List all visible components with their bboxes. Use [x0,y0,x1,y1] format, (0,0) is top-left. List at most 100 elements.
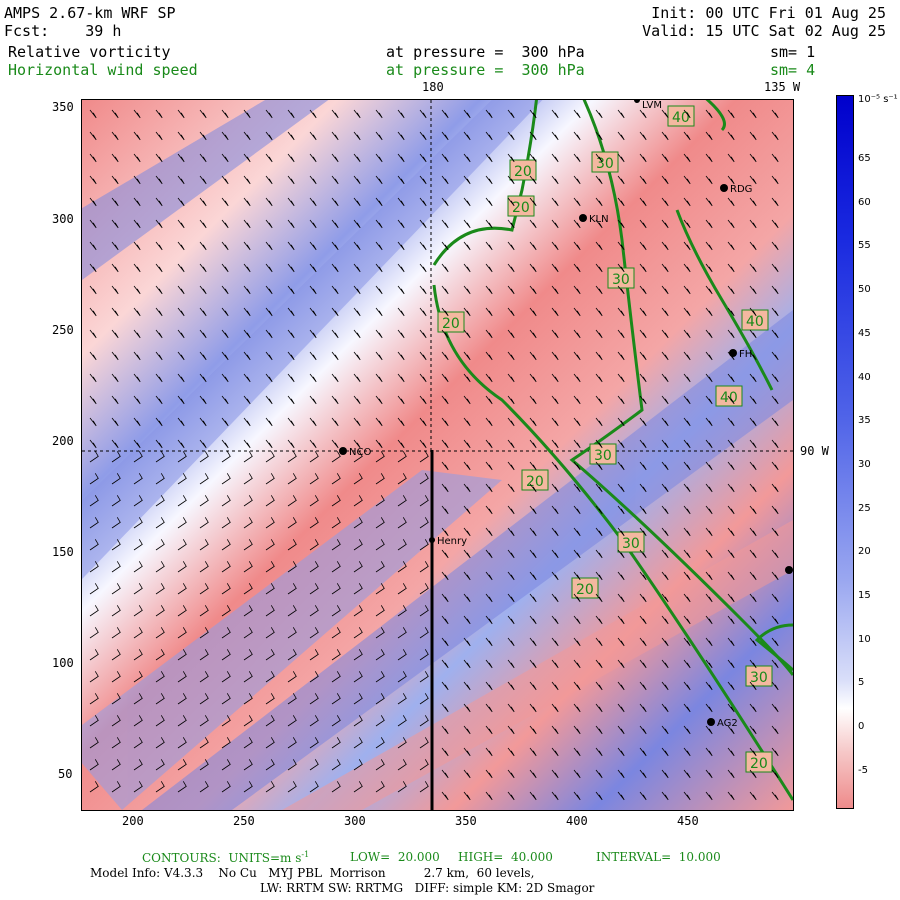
wind-barb [419,241,427,251]
wind-barb [441,725,449,735]
wind-barb [89,263,97,273]
wind-barb [309,197,317,207]
wind-barb [221,329,229,339]
wind-barb [639,109,647,119]
wind-barb [397,737,407,749]
wind-barb [221,649,231,661]
wind-barb [463,109,471,119]
wind-barb [375,649,385,661]
wind-barb [661,615,669,625]
wind-barb [551,659,559,669]
wind-barb [683,483,691,493]
wind-barb [661,351,669,361]
wind-barb [551,615,559,625]
wind-barb [529,241,537,251]
wind-barb [639,681,647,691]
footer-physics: LW: RRTM SW: RRTMG DIFF: simple KM: 2D S… [260,881,595,895]
wind-barb [771,329,779,339]
wind-barb [485,681,493,691]
wind-barb [595,263,603,273]
wind-barb [243,131,251,141]
wind-barb [705,461,713,471]
wind-barb [111,649,121,661]
wind-barb [111,451,121,463]
wind-barb [221,473,231,485]
wind-barb [463,505,471,515]
wind-barb [639,593,647,603]
station-label-fh: FH [739,349,752,360]
wind-barb [573,395,581,405]
wind-barb [353,451,363,463]
y-tick-label: 50 [58,767,73,781]
wind-barb [573,109,581,119]
wind-barb [441,307,449,317]
wind-barb [441,593,449,603]
wind-barb [749,329,757,339]
wind-barb [397,175,405,185]
wind-barb [419,417,427,427]
wind-barb [221,219,229,229]
wind-barb [375,495,385,507]
wind-barb [727,703,735,713]
wind-barb [595,109,603,119]
wind-barb [485,505,493,515]
station-label-kln: KLN [589,214,609,225]
svg-text:20: 20 [750,756,768,772]
wind-barb [727,175,735,185]
wind-barb [551,439,559,449]
wind-barb [243,263,251,273]
wind-barb [265,583,275,595]
wind-barb [199,329,207,339]
wind-barb [397,539,407,551]
wind-barb [551,131,559,141]
wind-barb [617,549,625,559]
wind-barb [331,131,339,141]
wind-barb [397,583,407,595]
wind-barb [683,681,691,691]
wind-barb [111,175,119,185]
wind-barb [243,737,253,749]
wind-barb [309,539,319,551]
wind-barb [485,241,493,251]
wind-barb [419,649,429,661]
wind-barb [463,219,471,229]
wind-barb [683,131,691,141]
wind-barb [111,495,121,507]
vorticity-map: 40 30 20 20 30 20 40 40 30 20 30 20 30 2… [81,99,794,811]
wind-barb [727,725,735,735]
wind-barb [331,351,339,361]
footer-model-info: Model Info: V4.3.3 No Cu MYJ PBL Morriso… [90,866,535,880]
wind-barb [287,561,297,573]
wind-barb [771,791,779,801]
wind-barb [507,593,515,603]
wind-barb [199,737,209,749]
wind-barb [529,263,537,273]
wind-barb [551,373,559,383]
wind-barb [749,439,757,449]
wind-barb [111,517,121,529]
wind-barb [89,473,99,485]
wind-barb [133,351,141,361]
wind-barb [155,439,163,449]
wind-barb [331,241,339,251]
wind-barb [485,769,493,779]
wind-barb [749,681,757,691]
wind-barb [111,263,119,273]
wind-barb [463,593,471,603]
y-tick-label: 300 [52,212,74,226]
wind-barb [749,461,757,471]
wind-barb [419,495,429,507]
wind-barb [309,175,317,185]
wind-barb [573,131,581,141]
wind-barb [177,715,187,727]
station-ag2-marker [707,718,715,726]
wind-barb [375,307,383,317]
wind-barb [111,473,121,485]
wind-barb [529,593,537,603]
wind-barb [353,329,361,339]
colorbar-tick-label: 40 [858,371,871,383]
wind-barb [111,439,119,449]
wind-barb [221,395,229,405]
wind-barb [177,329,185,339]
wind-barb [727,395,735,405]
